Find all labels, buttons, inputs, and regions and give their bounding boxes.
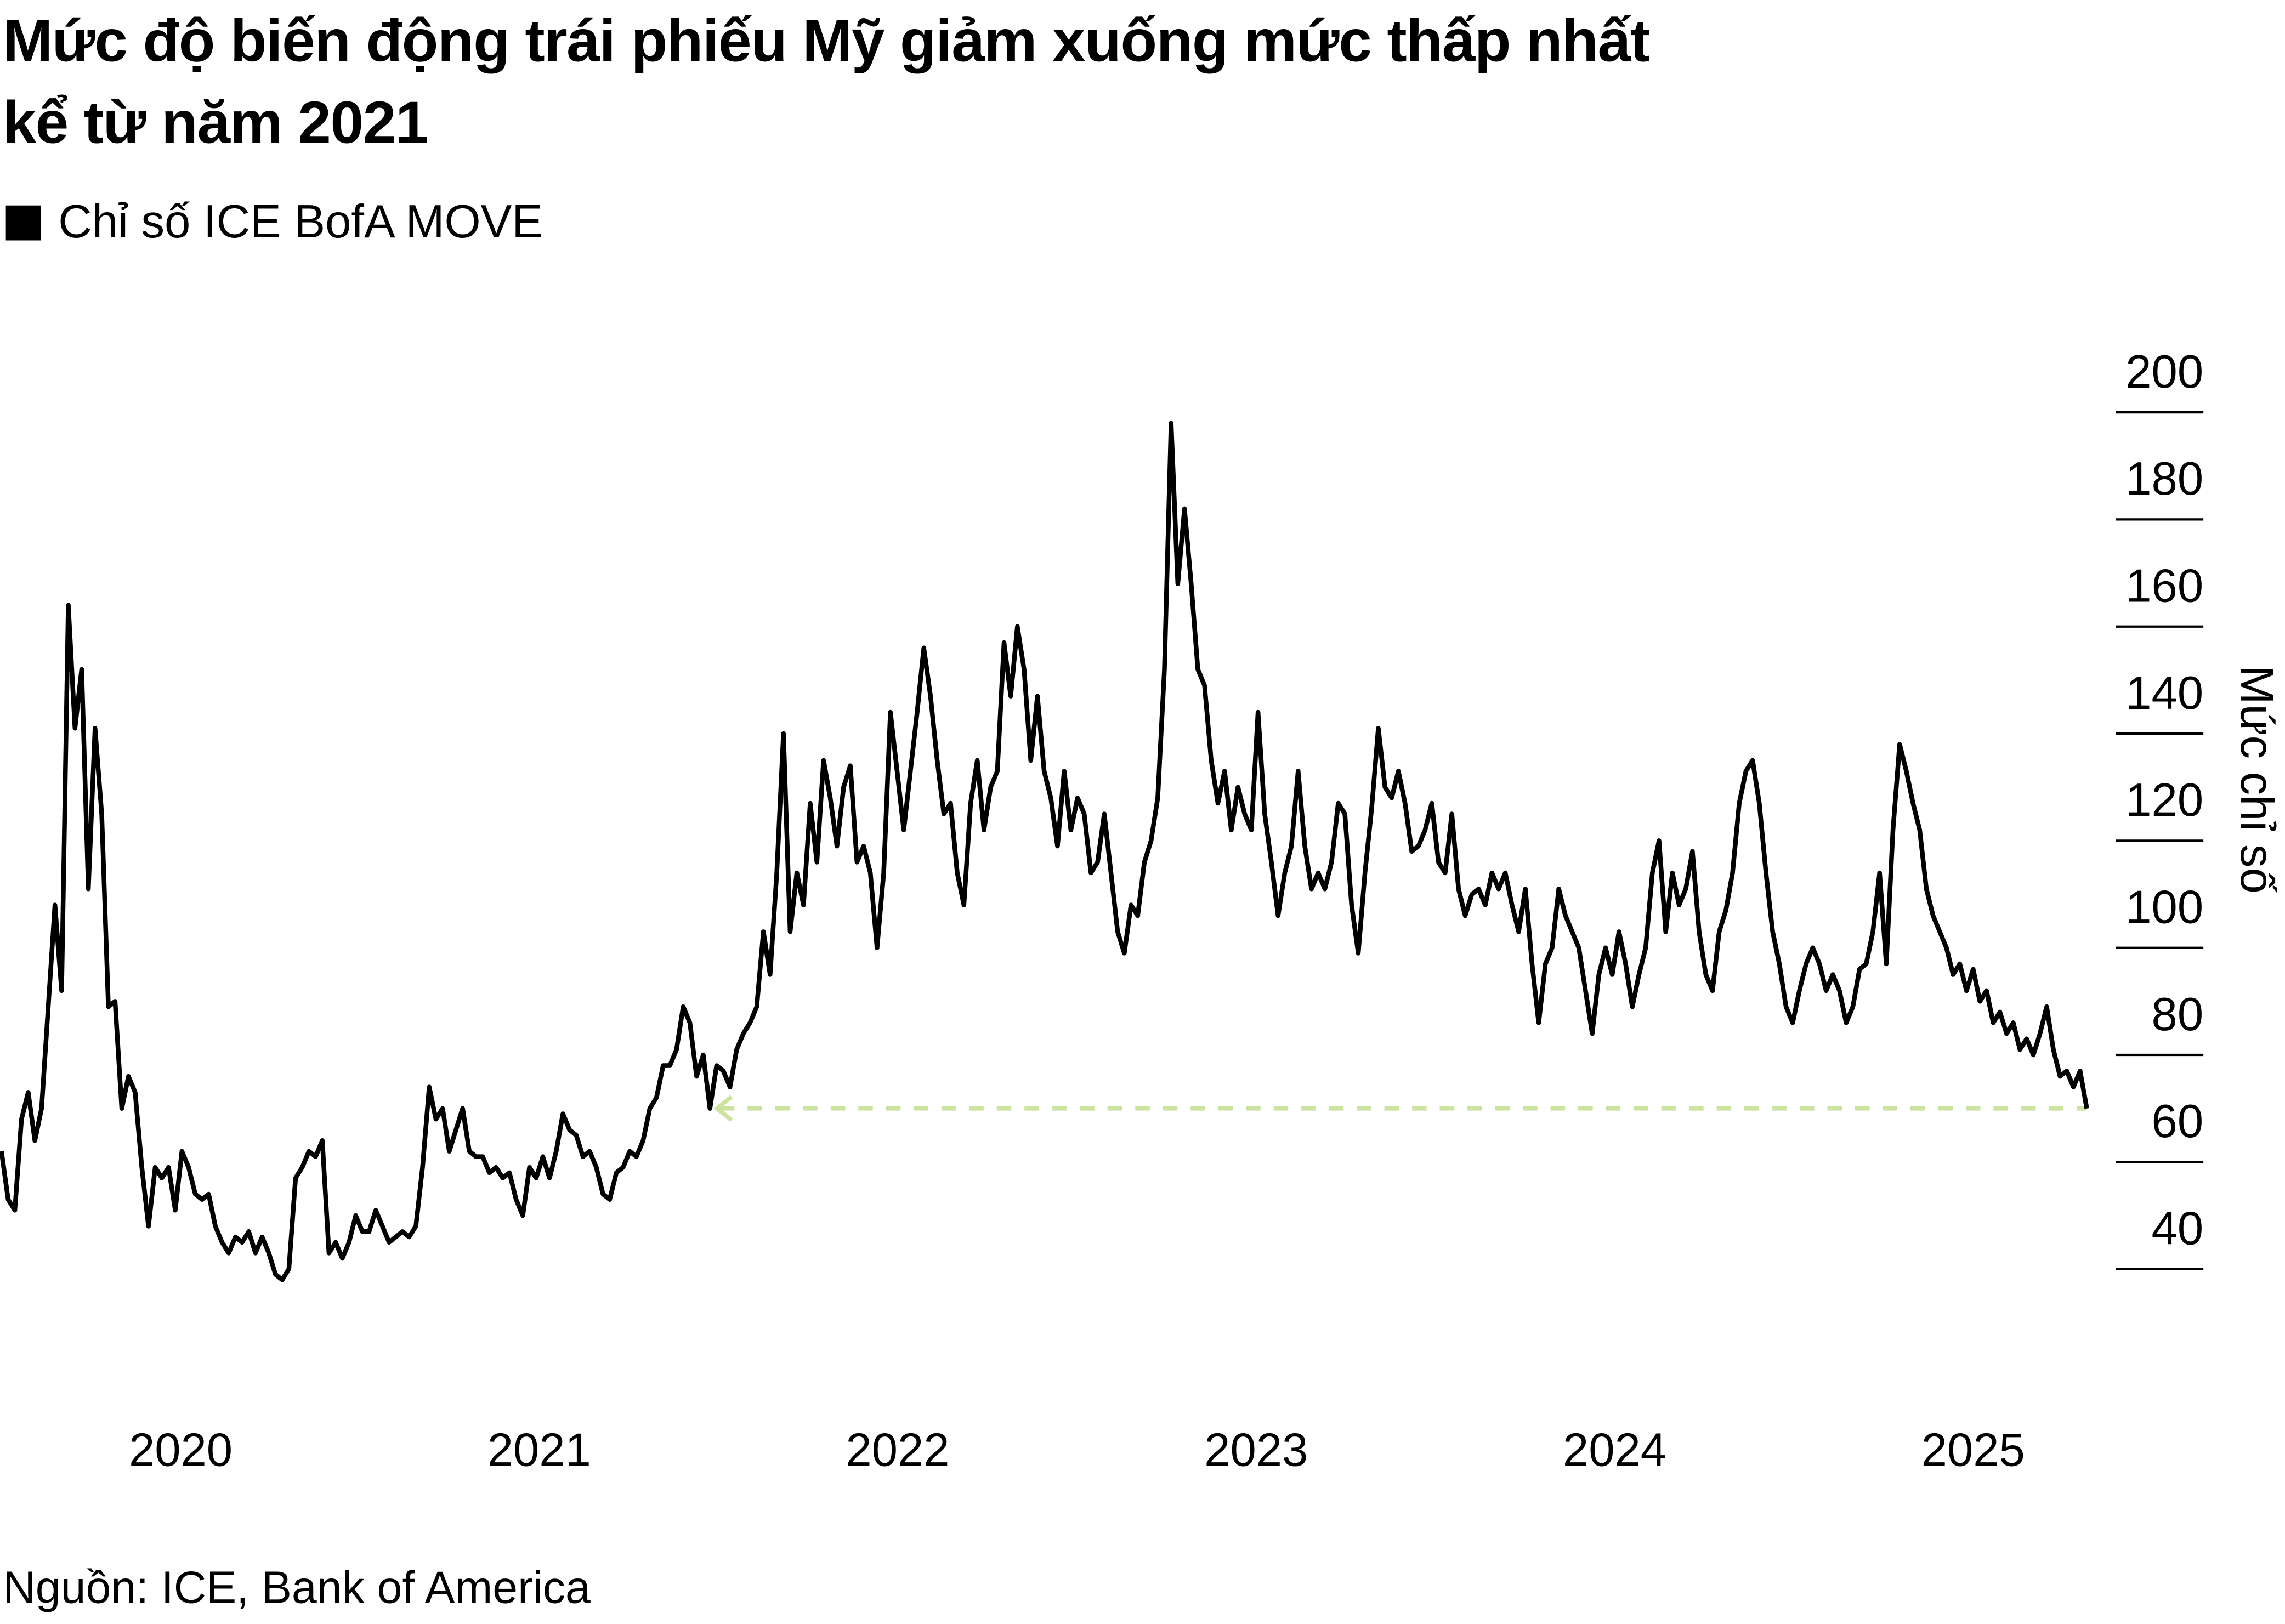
y-tick-label: 120 (2125, 774, 2203, 826)
y-tick-label: 140 (2125, 667, 2203, 719)
x-tick-label: 2023 (1204, 1424, 1308, 1476)
x-tick-label: 2024 (1563, 1424, 1666, 1476)
series-line-move-index (0, 421, 2089, 1282)
y-tick-label: 40 (2152, 1203, 2204, 1255)
legend-label: Chỉ số ICE BofA MOVE (58, 195, 543, 248)
y-tick-label: 180 (2125, 453, 2203, 505)
legend: Chỉ số ICE BofA MOVE (5, 195, 543, 249)
chart-title-line-2: kể từ năm 2021 (3, 89, 428, 156)
x-tick-label: 2022 (846, 1424, 949, 1476)
source-note: Nguồn: ICE, Bank of America (3, 1561, 591, 1613)
reference-arrow-icon (713, 1095, 733, 1122)
chart-title: Mức độ biến động trái phiếu Mỹ giảm xuốn… (3, 0, 2043, 163)
chart-title-line-1: Mức độ biến động trái phiếu Mỹ giảm xuốn… (3, 7, 1650, 75)
y-axis-label: Mức chỉ số (2231, 666, 2283, 894)
x-tick-label: 2020 (129, 1424, 233, 1476)
x-tick-label: 2021 (487, 1424, 591, 1476)
y-tick-label: 60 (2152, 1095, 2204, 1148)
x-tick-label: 2025 (1921, 1424, 2025, 1476)
legend-swatch-icon (5, 205, 41, 240)
y-tick-label: 80 (2152, 989, 2204, 1041)
y-tick-label: 100 (2125, 882, 2203, 934)
y-tick-label: 160 (2125, 560, 2203, 612)
y-tick-label: 200 (2125, 346, 2203, 398)
